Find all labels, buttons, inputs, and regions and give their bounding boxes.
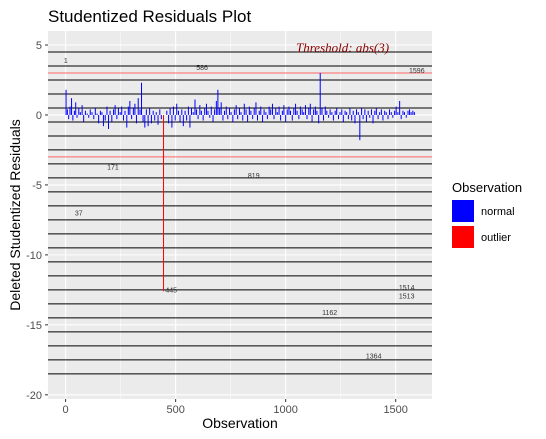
annotation-label: 171 <box>107 165 119 172</box>
annotation-label: 1162 <box>322 310 337 317</box>
x-tick-label: 1000 <box>273 404 297 416</box>
x-tick-label: 500 <box>166 404 184 416</box>
annotation-label: 1 <box>64 58 68 65</box>
legend-key-normal <box>452 200 474 222</box>
plot-panel <box>48 31 432 399</box>
y-tick-label: -10 <box>26 250 42 262</box>
y-axis-ticks: -20 -15 -10 -5 0 5 <box>26 40 48 402</box>
chart-title: Studentized Residuals Plot <box>48 7 251 26</box>
horizontal-reference-lines <box>48 51 432 375</box>
annotation-label: 586 <box>196 65 208 72</box>
threshold-label: Threshold: abs(3) <box>296 40 389 55</box>
y-tick-label: 5 <box>36 40 42 52</box>
y-tick-label: 0 <box>36 110 42 122</box>
y-axis-title: Deleted Studentized Residuals <box>7 119 23 310</box>
residual-bars <box>65 72 415 292</box>
legend: Observation normal outlier <box>452 180 522 248</box>
y-tick-label: -15 <box>26 320 42 332</box>
x-tick-label: 0 <box>63 404 69 416</box>
y-tick-label: -20 <box>26 390 42 402</box>
y-tick-label: -5 <box>32 180 42 192</box>
annotation-label: 37 <box>75 211 83 218</box>
legend-label-normal: normal <box>481 206 515 218</box>
x-tick-label: 1500 <box>383 404 407 416</box>
annotation-label: 1596 <box>409 68 425 75</box>
annotation-label: 819 <box>248 173 260 180</box>
annotation-label: 1514 <box>399 285 415 292</box>
legend-key-outlier <box>452 226 474 248</box>
x-axis-ticks: 0 500 1000 1500 <box>63 399 408 416</box>
threshold-lines <box>48 72 432 158</box>
legend-label-outlier: outlier <box>481 232 511 244</box>
annotation-label: 1513 <box>399 293 415 300</box>
x-axis-title: Observation <box>202 415 277 431</box>
annotation-label: 445 <box>165 288 177 295</box>
legend-title: Observation <box>452 180 522 195</box>
annotation-label: 1364 <box>366 353 382 360</box>
